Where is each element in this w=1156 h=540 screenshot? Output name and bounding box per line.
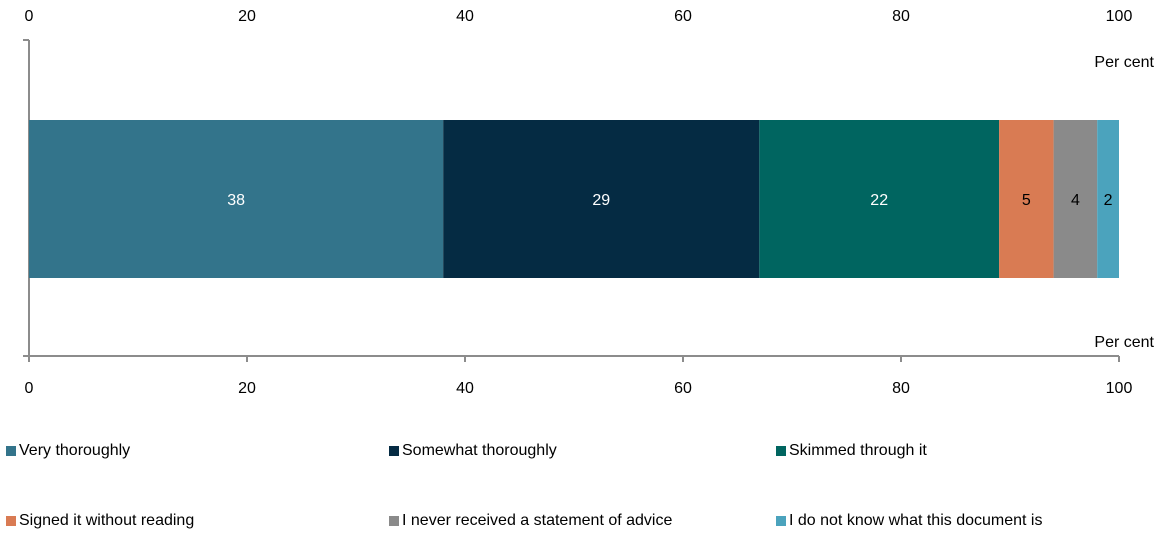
x-tick-label-top: 40 <box>456 8 474 25</box>
x-tick-label-top: 20 <box>238 8 256 25</box>
bar-data-label: 38 <box>227 192 245 209</box>
bar-segment <box>1053 120 1098 278</box>
bar-segment <box>443 120 760 278</box>
x-tick-label-bottom: 100 <box>1106 380 1133 397</box>
bar-segment <box>29 120 444 278</box>
x-tick-label-bottom: 20 <box>238 380 256 397</box>
x-tick-label-bottom: 60 <box>674 380 692 397</box>
x-tick-label-top: 60 <box>674 8 692 25</box>
x-tick-label-bottom: 40 <box>456 380 474 397</box>
bar-data-label: 22 <box>870 192 888 209</box>
bar-layer: 38 29 22 5 4 2 <box>29 120 1119 278</box>
bar-segment <box>999 120 1054 278</box>
bar-data-label: 4 <box>1071 192 1080 209</box>
axis-layer: 0 0 20 20 40 40 60 60 80 80 100 100 Per cent Per cent <box>23 8 1155 397</box>
x-tick-label-bottom: 80 <box>892 380 910 397</box>
bar-segment <box>759 120 1000 278</box>
unit-label-bottom: Per cent <box>1094 334 1154 351</box>
x-tick-label-bottom: 0 <box>25 380 34 397</box>
x-tick-label-top: 100 <box>1106 8 1133 25</box>
bar-data-label: 2 <box>1104 192 1113 209</box>
bar-data-label: 5 <box>1022 192 1031 209</box>
bar-segment <box>1097 120 1119 278</box>
x-tick-label-top: 80 <box>892 8 910 25</box>
x-tick-label-top: 0 <box>25 8 34 25</box>
bar-data-label: 29 <box>592 192 610 209</box>
unit-label-top: Per cent <box>1094 54 1154 71</box>
